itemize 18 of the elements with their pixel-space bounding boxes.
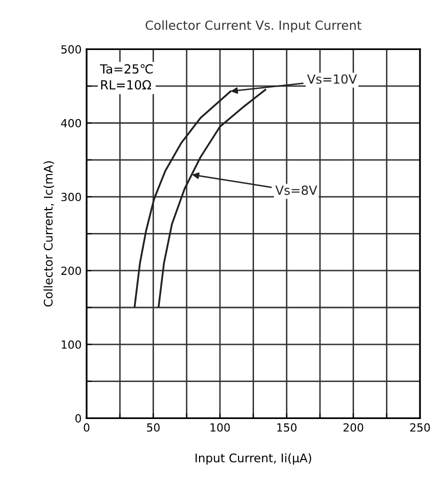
y-tick-label: 100: [62, 340, 81, 349]
chart-title: Collector Current Vs. Input Current: [146, 20, 362, 32]
x-tick-label: 200: [344, 423, 364, 432]
annotation: Vs=8V: [275, 186, 318, 195]
y-tick-label: 200: [61, 266, 81, 275]
y-axis-title: Collector Current, Ic(mA): [44, 161, 54, 306]
x-axis-title: Input Current, Ii(μA): [196, 453, 312, 465]
x-tick-label: 50: [147, 423, 160, 432]
x-tick-label: 0: [84, 423, 90, 432]
y-tick-label: 0: [75, 414, 81, 423]
annotation: Vs=10V: [307, 74, 357, 84]
y-tick-label: 300: [61, 192, 81, 202]
annotation: Ta=25℃ RL=10Ω: [100, 64, 153, 90]
x-tick-label: 250: [410, 423, 430, 432]
x-tick-label: 100: [210, 423, 230, 432]
y-tick-label: 500: [61, 45, 81, 54]
y-tick-label: 400: [61, 118, 81, 128]
x-tick-label: 150: [277, 423, 297, 432]
